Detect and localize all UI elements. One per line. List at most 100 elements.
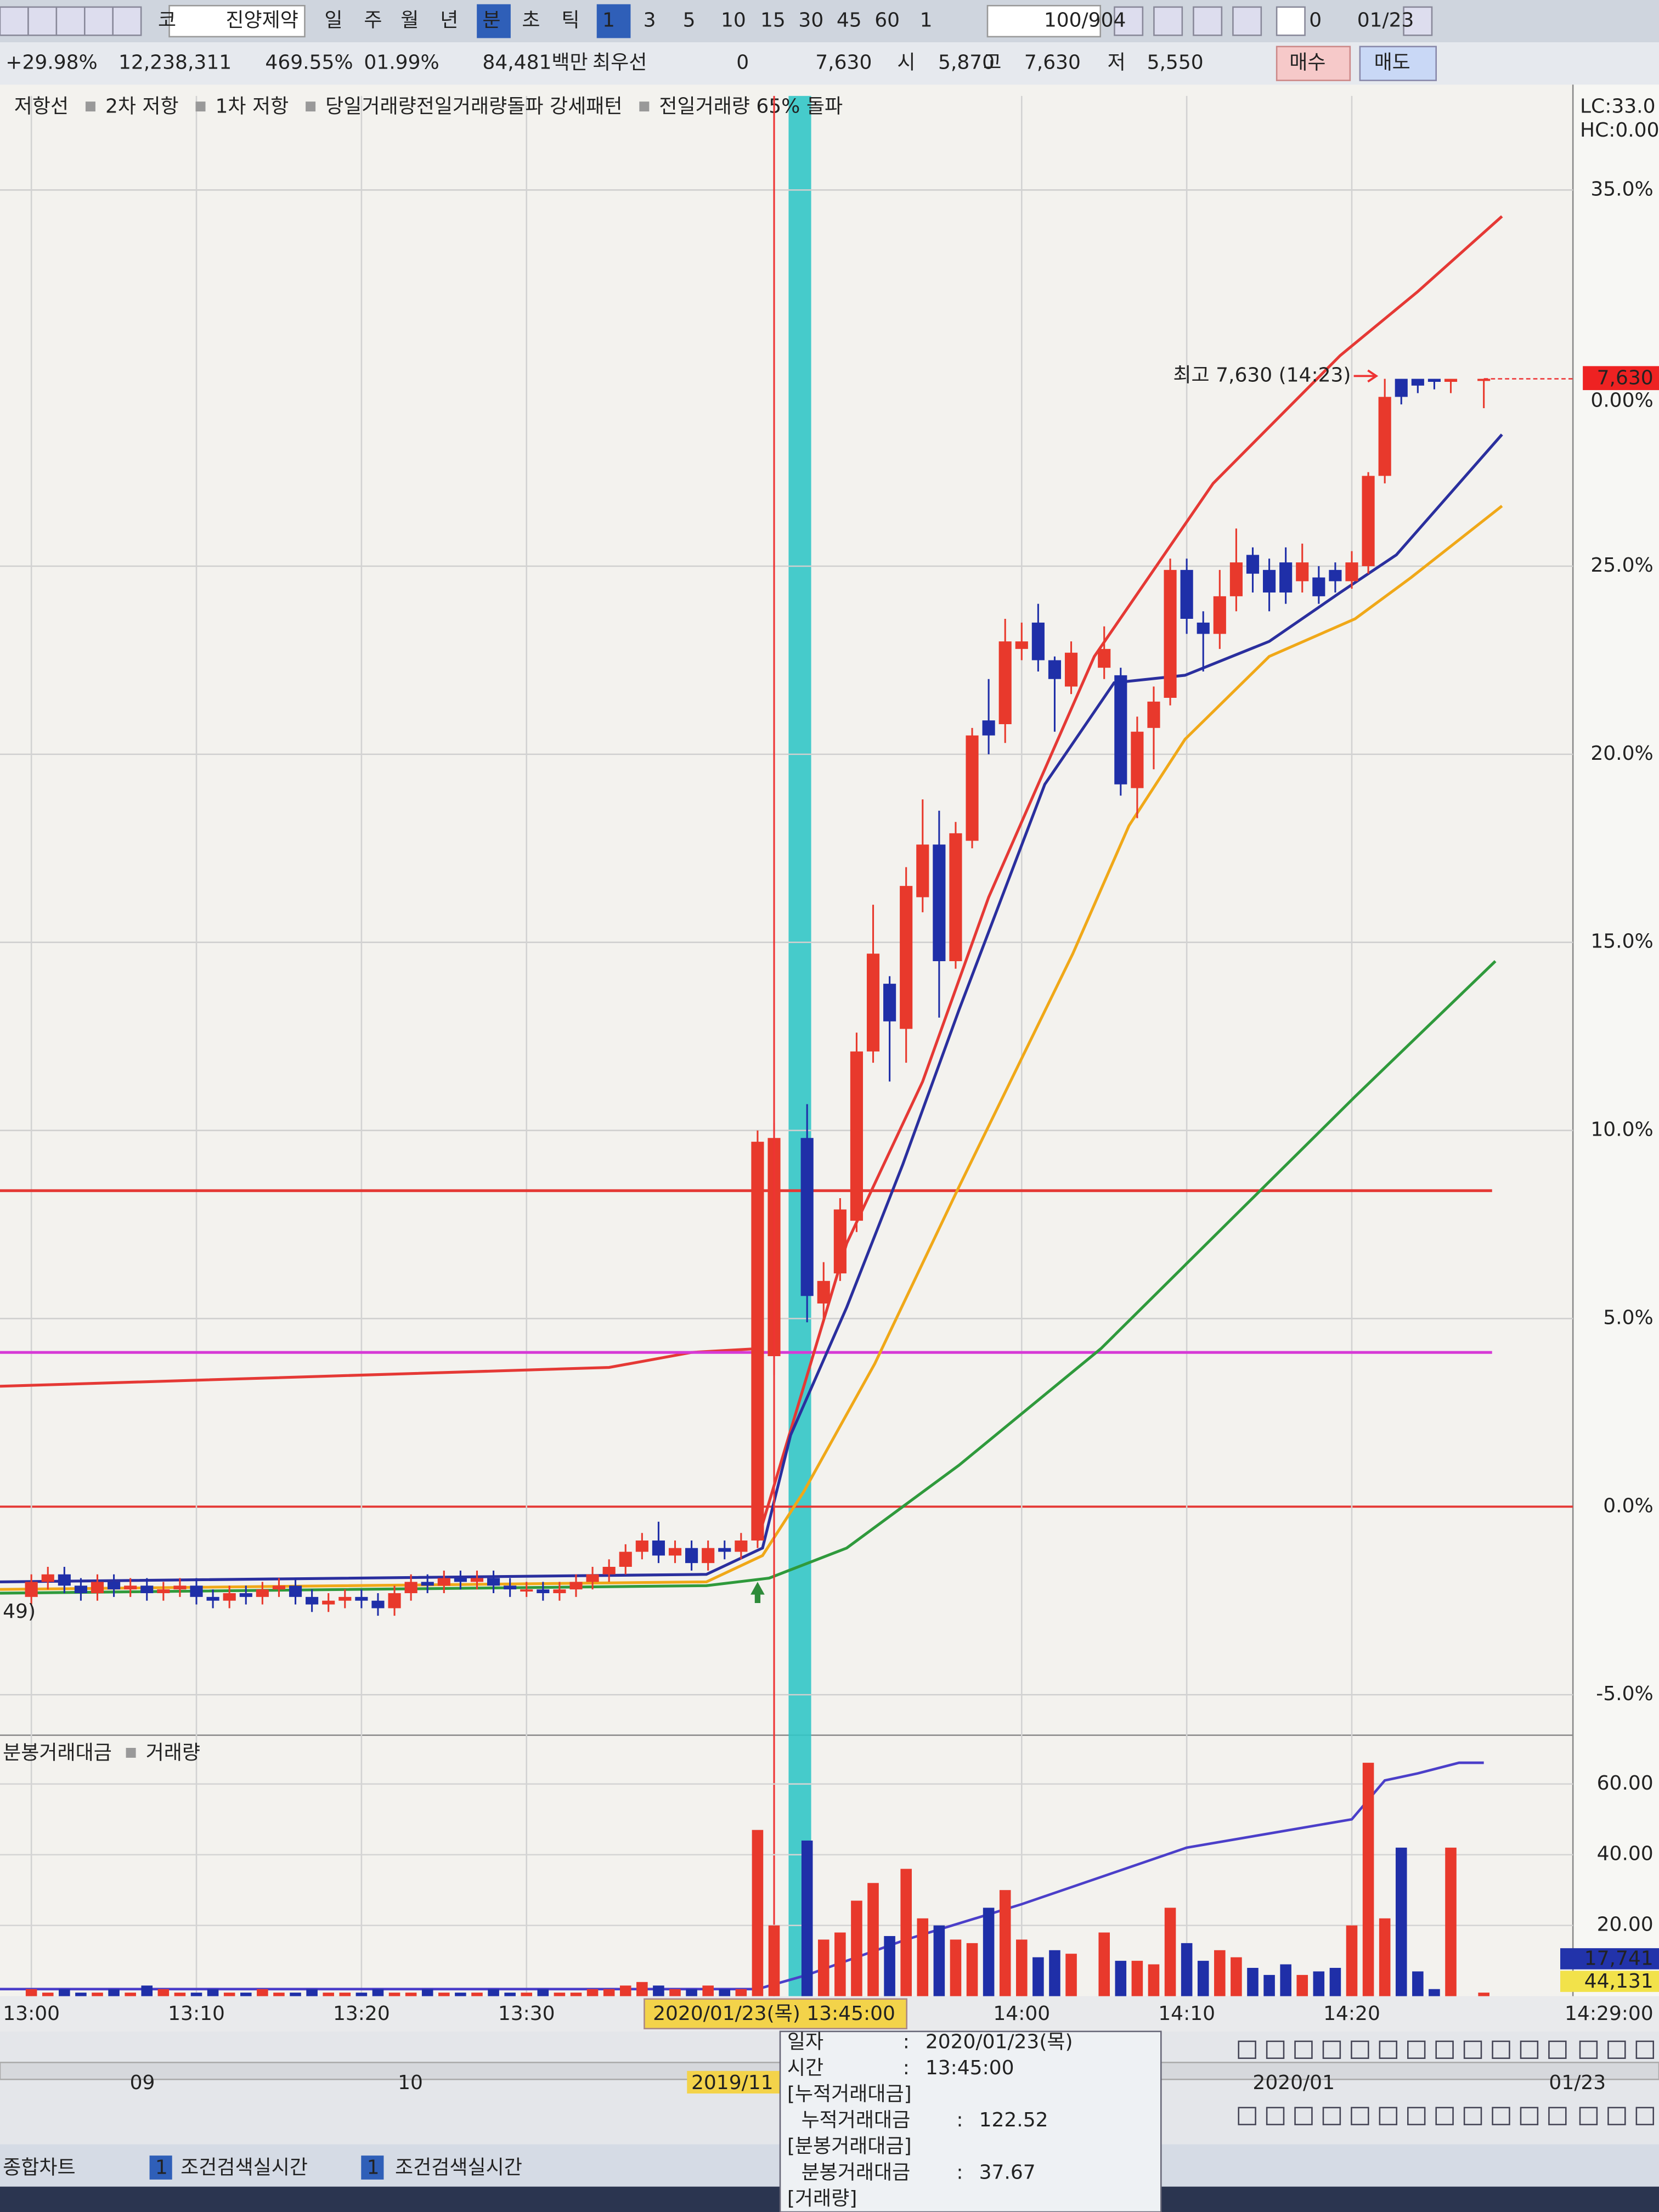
volume-bar: [867, 1883, 879, 1996]
volume-bar: [768, 1925, 780, 1996]
toolbar-item[interactable]: 1: [920, 9, 933, 32]
toolbar-item[interactable]: 월: [400, 9, 419, 32]
tooltip-colon: :: [903, 2030, 910, 2053]
volume-bar: [339, 1993, 351, 1996]
toolbar-item[interactable]: 코: [158, 9, 176, 32]
legend-swatch: [126, 1748, 136, 1758]
volume-bar: [537, 1989, 549, 1996]
candle-body: [1180, 569, 1193, 619]
high-arrow: [1353, 369, 1379, 383]
volume-bar: [207, 1989, 219, 1996]
candle-body: [338, 1596, 352, 1601]
symbol-field: [168, 5, 306, 38]
toolbar-item[interactable]: 100/904: [1044, 9, 1126, 32]
nav-icon: [1379, 2040, 1398, 2059]
volume-bar: [1032, 1957, 1044, 1996]
volume-bar: [1247, 1968, 1259, 1996]
toolbar-item[interactable]: 일: [324, 9, 342, 32]
price-tag-sublabel: 0.00%: [1590, 390, 1653, 412]
tab-item[interactable]: 1: [155, 2156, 168, 2179]
info-item: 12,238,311: [119, 52, 232, 74]
legend-entry: 거래량: [146, 1741, 200, 1764]
volume-bar: [1263, 1974, 1275, 1996]
tab-badge: [361, 2155, 384, 2180]
value-box: [1560, 1971, 1659, 1992]
candle-body: [866, 953, 880, 1052]
volume-bar: [1296, 1974, 1308, 1996]
candle-body: [157, 1589, 170, 1593]
toolbar-item[interactable]: 5: [683, 9, 696, 32]
candle-body: [718, 1548, 731, 1552]
toolbar-item[interactable]: 초: [522, 9, 540, 32]
tooltip-label: 분봉거래대금: [802, 2161, 911, 2183]
navigator-label: 09: [130, 2072, 155, 2094]
tab-item[interactable]: 종합차트: [3, 2156, 75, 2179]
tooltip-value: 122.52: [979, 2109, 1048, 2131]
toolbar-item[interactable]: 60: [874, 9, 900, 32]
y-tick-label: 20.00: [1597, 1914, 1654, 1936]
volume-bar: [1181, 1943, 1193, 1996]
candle-body: [1279, 562, 1293, 592]
volume-bar: [190, 1993, 202, 1996]
volume-bar: [1412, 1971, 1424, 1996]
buy-button[interactable]: [1276, 46, 1351, 81]
candle-body: [900, 885, 913, 1029]
nav-icon: [1548, 2040, 1567, 2059]
candle-body: [520, 1589, 533, 1592]
candle-body: [1444, 379, 1458, 382]
volume-bar: [933, 1925, 945, 1996]
toolbar-item[interactable]: 15: [760, 9, 786, 32]
toolbar-item[interactable]: 진양제약: [225, 9, 298, 32]
info-item: 469.55%: [265, 52, 353, 74]
candle-body: [537, 1589, 550, 1593]
toolbar-button: [1114, 6, 1144, 36]
nav-icon: [1294, 2040, 1313, 2059]
candle-body: [1312, 577, 1325, 596]
navigator-label: 2019/11: [691, 2072, 774, 2094]
info-item: +29.98%: [5, 52, 97, 74]
toolbar-item[interactable]: 10: [721, 9, 746, 32]
volume-bar: [735, 1989, 747, 1996]
y-tick-label: 15.0%: [1590, 930, 1653, 953]
toolbar-button: [112, 6, 142, 36]
toolbar-item[interactable]: 0: [1309, 9, 1322, 32]
volume-bar: [586, 1989, 599, 1996]
series-line: [0, 433, 1503, 1583]
volume-bar: [1445, 1847, 1457, 1996]
volume-bar: [488, 1989, 499, 1996]
tab-item[interactable]: 조건검색실시간: [395, 2156, 522, 2179]
sell-button[interactable]: [1359, 46, 1437, 81]
toolbar-item[interactable]: 틱: [561, 9, 579, 32]
volume-bar: [1049, 1950, 1060, 1996]
toolbar-item[interactable]: 01/23: [1357, 9, 1414, 32]
volume-bar: [223, 1993, 235, 1996]
candle-body: [190, 1585, 203, 1597]
candle-body: [569, 1582, 583, 1590]
volume-bar: [636, 1982, 648, 1996]
nav-icon: [1635, 2107, 1655, 2125]
toolbar-item[interactable]: 3: [644, 9, 656, 32]
tab-item[interactable]: 조건검색실시간: [180, 2156, 308, 2179]
toolbar-item[interactable]: 1: [602, 9, 615, 32]
x-tick-label: 13:00: [3, 2002, 60, 2025]
candle-body: [916, 844, 929, 898]
toolbar-item[interactable]: 분: [482, 9, 500, 32]
series-line: [0, 505, 1503, 1591]
volume-bar: [801, 1840, 813, 1996]
volume-bar: [1148, 1964, 1160, 1996]
candle-body: [1477, 379, 1491, 381]
tab-item[interactable]: 1: [367, 2156, 380, 2179]
toolbar-item[interactable]: 45: [837, 9, 862, 32]
volume-bar: [1065, 1954, 1077, 1996]
nav-icon: [1322, 2040, 1341, 2059]
candle-body: [833, 1209, 847, 1274]
nav-icon: [1238, 2107, 1256, 2125]
candle-body: [1015, 641, 1028, 649]
tooltip-label: [누적거래대금]: [787, 2083, 912, 2106]
x-tick-label: 13:20: [333, 2002, 390, 2025]
toolbar-item[interactable]: 주: [364, 9, 382, 32]
toolbar-item[interactable]: 년: [440, 9, 458, 32]
toolbar-item[interactable]: 30: [798, 9, 823, 32]
series-line: [0, 960, 1497, 1595]
